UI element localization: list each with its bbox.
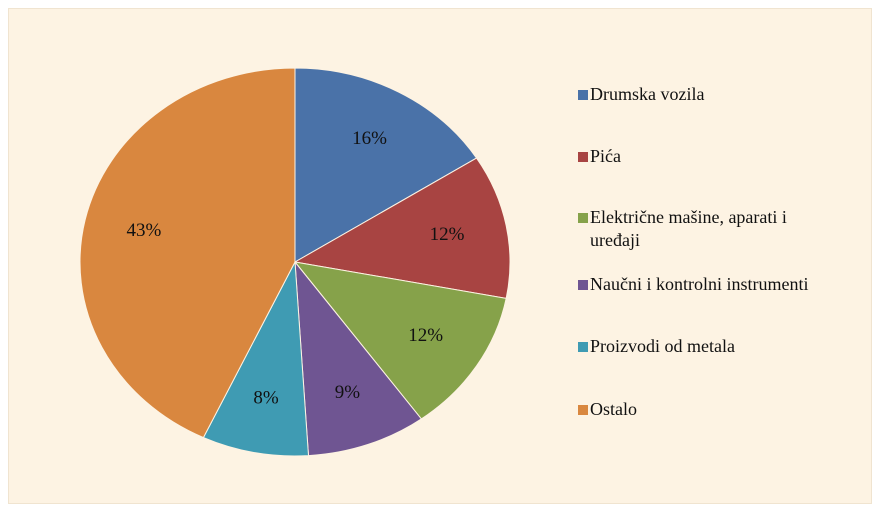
legend-label: Proizvodi od metala [590, 336, 735, 356]
legend-swatch [578, 213, 588, 223]
legend-swatch [578, 405, 588, 415]
legend-item: Ostalo [578, 398, 820, 421]
data-label: 43% [127, 220, 162, 241]
legend-item: Drumska vozila [578, 83, 820, 106]
pie-slice [294, 67, 478, 263]
legend-swatch [578, 342, 588, 352]
pie-slice [294, 260, 423, 457]
legend-item: Pića [578, 145, 820, 168]
pie-slice [79, 67, 296, 439]
legend-item: Proizvodi od metala [578, 335, 820, 358]
data-label: 8% [253, 388, 279, 409]
data-label: 12% [430, 224, 465, 245]
legend-label: Pića [590, 146, 621, 166]
data-label: 9% [335, 382, 361, 403]
data-label: 16% [352, 128, 387, 149]
legend-item: Naučni i kontrolni instrumenti [578, 273, 820, 296]
legend-swatch [578, 152, 588, 162]
pie-slice [202, 260, 310, 457]
legend-label: Naučni i kontrolni instrumenti [590, 274, 809, 294]
legend-item: Električne mašine, aparati i uređaji [578, 206, 820, 252]
pie-slice [293, 157, 511, 299]
data-label: 12% [408, 325, 443, 346]
legend-label: Ostalo [590, 399, 637, 419]
legend-label: Drumska vozila [590, 84, 705, 104]
legend-swatch [578, 280, 588, 290]
legend-swatch [578, 90, 588, 100]
legend-label: Električne mašine, aparati i uređaji [590, 207, 787, 250]
pie-slice [293, 261, 507, 420]
